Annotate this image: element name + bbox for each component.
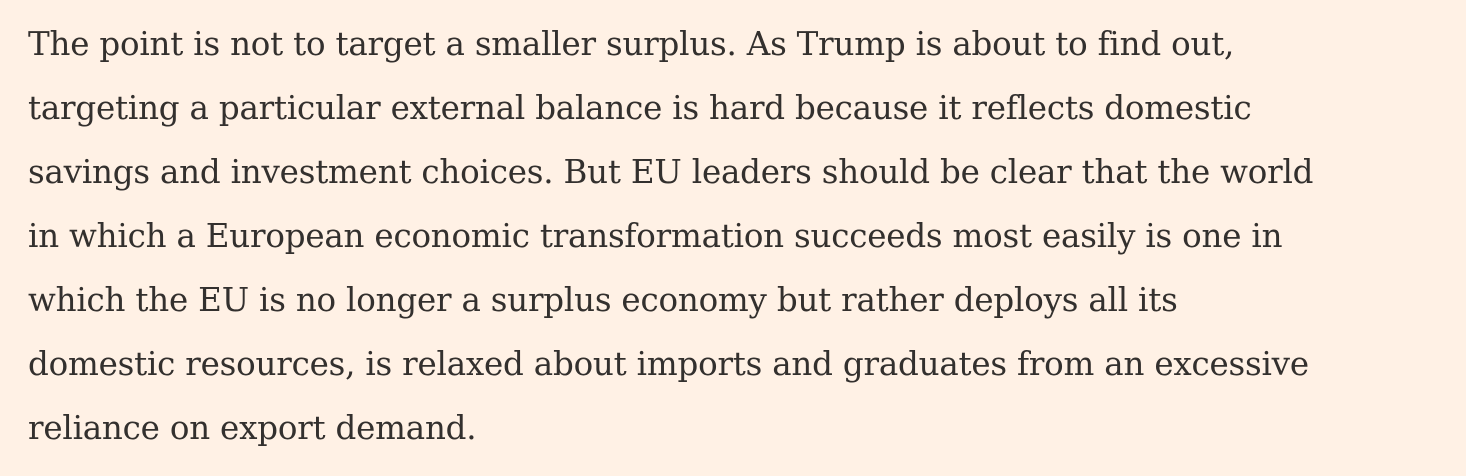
paragraph-line: which the EU is no longer a surplus econ…	[28, 281, 1178, 319]
paragraph-line: domestic resources, is relaxed about imp…	[28, 345, 1309, 383]
paragraph-line: The point is not to target a smaller sur…	[28, 25, 1235, 63]
paragraph-line: in which a European economic transformat…	[28, 217, 1283, 255]
paragraph-line: targeting a particular external balance …	[28, 89, 1252, 127]
article-paragraph: The point is not to target a smaller sur…	[28, 12, 1466, 460]
paragraph-line: reliance on export demand.	[28, 409, 477, 447]
paragraph-line: savings and investment choices. But EU l…	[28, 153, 1314, 191]
